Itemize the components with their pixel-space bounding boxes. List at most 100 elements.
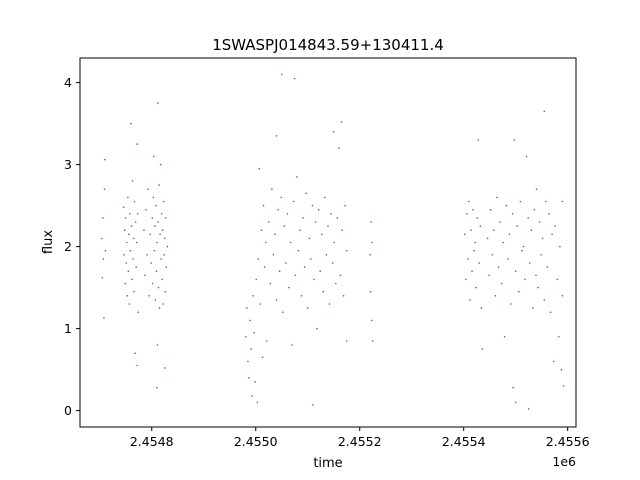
- data-point: [475, 286, 477, 289]
- data-point: [154, 299, 157, 301]
- data-point: [510, 303, 512, 305]
- data-point: [251, 395, 253, 397]
- data-point: [297, 249, 300, 252]
- data-point: [143, 229, 145, 231]
- data-point: [507, 258, 509, 260]
- data-point: [503, 336, 506, 338]
- data-point: [543, 299, 546, 301]
- data-point: [316, 327, 318, 330]
- data-point: [332, 131, 335, 133]
- data-point: [339, 274, 342, 277]
- data-point: [500, 282, 503, 285]
- data-point: [157, 102, 159, 104]
- data-point: [535, 188, 538, 190]
- data-point: [260, 229, 263, 231]
- data-point: [291, 344, 293, 346]
- chart-title: 1SWASPJ014843.59+130411.4: [212, 36, 444, 54]
- data-point: [150, 262, 153, 264]
- data-point: [306, 307, 309, 309]
- data-point: [102, 258, 105, 260]
- data-point: [155, 270, 158, 273]
- data-point: [124, 217, 127, 219]
- data-point: [259, 303, 262, 305]
- data-point: [548, 213, 550, 215]
- data-point: [132, 237, 135, 240]
- data-point: [521, 249, 523, 252]
- data-point: [263, 266, 266, 268]
- data-point: [286, 213, 289, 215]
- data-point: [471, 270, 473, 273]
- data-point: [473, 249, 475, 252]
- data-point: [134, 221, 137, 223]
- data-point: [156, 386, 158, 389]
- data-point: [481, 348, 484, 350]
- data-point: [161, 278, 163, 281]
- data-point: [472, 208, 474, 211]
- data-point: [258, 167, 261, 170]
- data-point: [543, 110, 546, 113]
- data-point: [549, 311, 552, 314]
- data-point: [156, 344, 159, 346]
- data-point: [104, 249, 107, 252]
- data-point: [153, 155, 155, 158]
- data-point: [269, 282, 272, 285]
- data-point: [511, 213, 514, 215]
- data-point: [371, 340, 374, 342]
- data-point: [546, 266, 549, 268]
- data-point: [474, 241, 476, 244]
- data-point: [277, 208, 279, 211]
- data-point: [160, 258, 162, 260]
- data-point: [320, 233, 323, 236]
- data-point: [519, 200, 522, 203]
- data-point: [312, 404, 314, 406]
- data-point: [556, 278, 559, 281]
- data-point: [489, 208, 492, 211]
- data-point: [159, 163, 162, 166]
- data-point: [278, 270, 281, 273]
- data-point: [151, 217, 154, 219]
- data-point: [281, 311, 284, 314]
- data-point: [464, 278, 467, 281]
- data-point: [540, 254, 542, 256]
- data-point: [154, 225, 156, 227]
- data-point: [518, 290, 520, 293]
- data-point: [463, 233, 466, 236]
- data-point: [370, 319, 373, 322]
- data-point: [161, 229, 164, 231]
- data-point: [552, 360, 555, 363]
- data-point: [522, 245, 525, 248]
- y-tick-label: 1: [64, 321, 72, 336]
- data-point: [164, 217, 167, 219]
- data-point: [324, 196, 326, 199]
- data-point: [535, 274, 537, 277]
- data-point: [156, 241, 158, 244]
- data-point: [527, 408, 530, 410]
- data-point: [153, 249, 156, 252]
- data-point: [537, 286, 539, 289]
- data-point: [275, 135, 278, 137]
- data-point: [545, 200, 547, 203]
- data-point: [528, 262, 531, 264]
- data-point: [305, 192, 307, 195]
- data-point: [148, 295, 150, 297]
- data-point: [130, 225, 133, 227]
- data-point: [336, 217, 339, 219]
- x-tick-label: 2.4554: [442, 434, 486, 449]
- data-point: [131, 180, 134, 182]
- data-point: [272, 254, 275, 256]
- data-point: [533, 208, 536, 211]
- data-point: [158, 307, 161, 309]
- data-point: [303, 266, 306, 268]
- scatter-points: [101, 73, 565, 410]
- data-point: [296, 176, 298, 178]
- data-point: [342, 295, 345, 297]
- data-point: [562, 385, 565, 387]
- data-point: [541, 237, 544, 240]
- data-point: [524, 278, 526, 281]
- data-point: [486, 237, 489, 240]
- data-point: [479, 225, 482, 227]
- data-point: [127, 270, 130, 273]
- data-point: [248, 377, 250, 379]
- data-point: [341, 229, 343, 231]
